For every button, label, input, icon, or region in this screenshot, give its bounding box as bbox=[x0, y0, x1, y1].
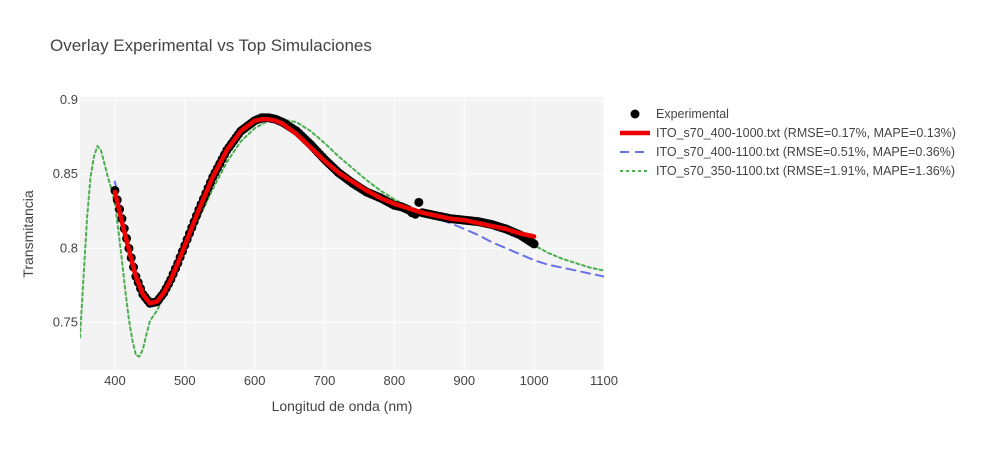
series-1 bbox=[112, 117, 537, 306]
y-tick-label: 0.85 bbox=[53, 166, 78, 181]
legend-marker bbox=[630, 109, 640, 119]
legend-item: ITO_s70_400-1000.txt (RMSE=0.17%, MAPE=0… bbox=[620, 126, 956, 140]
legend-item: ITO_s70_350-1100.txt (RMSE=1.91%, MAPE=1… bbox=[620, 164, 955, 178]
legend-item: Experimental bbox=[630, 107, 729, 121]
legend-item: ITO_s70_400-1100.txt (RMSE=0.51%, MAPE=0… bbox=[620, 145, 955, 159]
chart-title: Overlay Experimental vs Top Simulaciones bbox=[50, 36, 372, 55]
x-tick-label: 1100 bbox=[590, 373, 618, 388]
x-tick-label: 400 bbox=[104, 373, 126, 388]
x-axis-title: Longitud de onda (nm) bbox=[272, 398, 413, 414]
data-point bbox=[529, 239, 539, 249]
legend: Experimental ITO_s70_400-1000.txt (RMSE=0… bbox=[620, 107, 956, 178]
data-point bbox=[414, 197, 424, 207]
x-tick-label: 700 bbox=[314, 373, 336, 388]
legend-label: ITO_s70_350-1100.txt (RMSE=1.91%, MAPE=1… bbox=[656, 164, 955, 178]
series-line bbox=[112, 117, 537, 306]
y-tick-label: 0.9 bbox=[60, 92, 78, 107]
x-axis: 400 500 600 700 800 900 1000 1100 bbox=[104, 373, 618, 388]
y-axis-title: Transmitancia bbox=[20, 190, 36, 278]
y-axis: 0.75 0.8 0.85 0.9 bbox=[53, 92, 78, 330]
y-tick-label: 0.8 bbox=[60, 240, 78, 255]
legend-label: Experimental bbox=[656, 107, 729, 121]
x-tick-label: 800 bbox=[384, 373, 406, 388]
x-tick-label: 1000 bbox=[520, 373, 549, 388]
series-layer bbox=[80, 113, 604, 358]
x-tick-label: 900 bbox=[453, 373, 475, 388]
legend-label: ITO_s70_400-1000.txt (RMSE=0.17%, MAPE=0… bbox=[656, 126, 956, 140]
y-tick-label: 0.75 bbox=[53, 315, 78, 330]
legend-label: ITO_s70_400-1100.txt (RMSE=0.51%, MAPE=0… bbox=[656, 145, 955, 159]
x-tick-label: 600 bbox=[244, 373, 266, 388]
x-tick-label: 500 bbox=[174, 373, 196, 388]
